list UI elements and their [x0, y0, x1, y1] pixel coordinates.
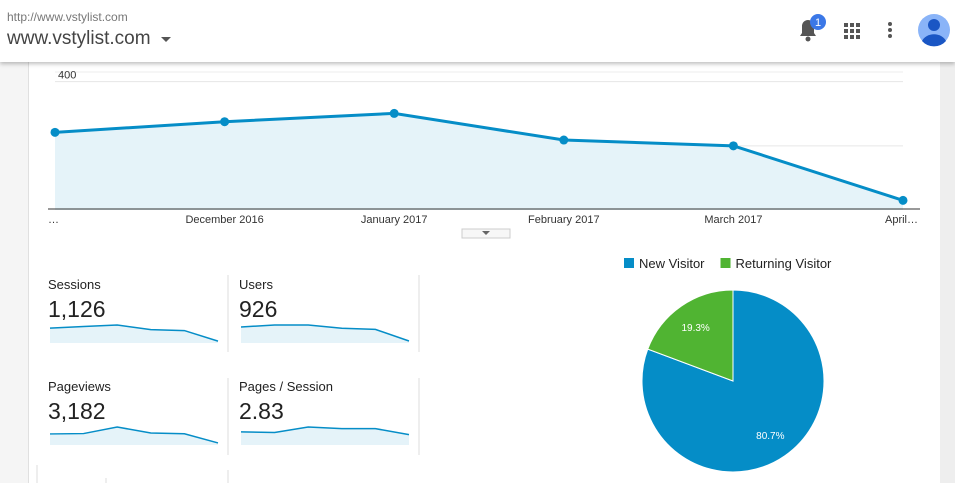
metric-value: 3,182: [48, 398, 106, 424]
point: [898, 195, 908, 205]
sparkline: [49, 324, 219, 342]
point: [389, 108, 399, 118]
legend-label: Returning Visitor: [736, 256, 833, 271]
sparkline-area: [50, 325, 218, 343]
y-tick-label: 400: [58, 70, 76, 82]
point: [559, 135, 569, 145]
site-name: www.vstylist.com: [7, 28, 151, 49]
account-avatar[interactable]: [918, 14, 950, 47]
collapse-tab[interactable]: [461, 228, 511, 239]
sparkline: [240, 324, 410, 342]
pie-slice: [641, 289, 825, 473]
site-selector[interactable]: www.vstylist.com: [7, 28, 172, 50]
slice-label: 80.7%: [756, 431, 784, 442]
sidebar: [0, 62, 29, 483]
legend-swatch: [720, 258, 731, 268]
x-tick-label: April…: [885, 214, 918, 226]
sparkline-area: [50, 427, 218, 445]
x-tick-label: …: [48, 214, 59, 226]
dropdown-arrow: [160, 37, 171, 42]
point: [50, 127, 60, 137]
toolbar: 1: [800, 14, 950, 47]
header: http://www.vstylist.com www.vstylist.com…: [0, 0, 955, 62]
line: [54, 111, 904, 202]
apps-button[interactable]: [844, 23, 860, 39]
metric-value: 2.83: [239, 398, 284, 424]
x-tick-label: February 2017: [528, 214, 600, 226]
legend-swatch: [624, 258, 634, 268]
slice-label: 19.3%: [681, 323, 709, 334]
notifications-button[interactable]: 1: [800, 14, 826, 42]
x-tick-label: March 2017: [704, 214, 762, 226]
more-button[interactable]: [888, 22, 892, 38]
url: http://www.vstylist.com: [7, 10, 128, 24]
point: [728, 141, 738, 151]
metric-label: Pages / Session: [239, 379, 333, 394]
metric-label: Sessions: [48, 277, 101, 292]
point: [220, 117, 230, 127]
pie-slice: [647, 289, 734, 382]
metric-value: 926: [239, 296, 278, 322]
sparkline-area: [241, 325, 409, 343]
notification-count: 1: [815, 17, 821, 29]
x-tick-label: December 2016: [185, 214, 263, 226]
area: [55, 113, 903, 210]
metric-value: 1,126: [48, 296, 106, 322]
legend-label: New Visitor: [639, 256, 705, 271]
sparkline: [240, 426, 410, 436]
sparkline: [49, 426, 219, 444]
x-tick-label: January 2017: [361, 214, 428, 226]
metric-label: Pageviews: [48, 379, 111, 394]
metric-label: Users: [239, 277, 273, 292]
